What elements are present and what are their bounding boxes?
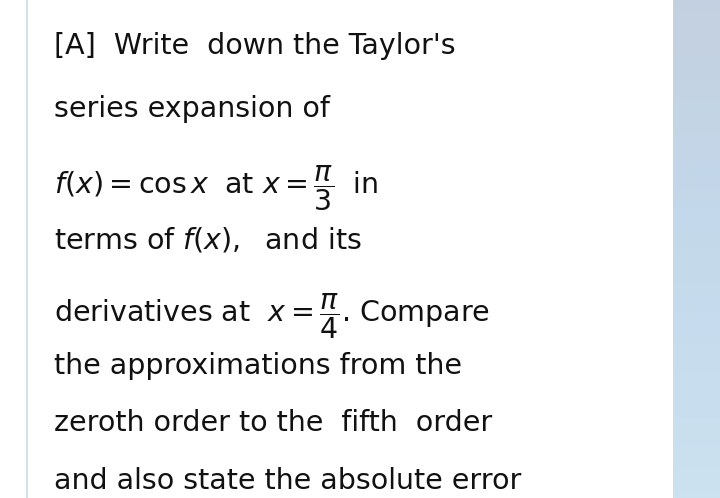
Text: zeroth order to the  fifth  order: zeroth order to the fifth order [54, 409, 492, 437]
Text: derivatives at  $x = \dfrac{\pi}{4}$. Compare: derivatives at $x = \dfrac{\pi}{4}$. Com… [54, 291, 490, 341]
Text: the approximations from the: the approximations from the [54, 352, 462, 380]
Text: and also state the absolute error: and also state the absolute error [54, 467, 521, 495]
Text: [A]  Write  down the Taylor's: [A] Write down the Taylor's [54, 32, 456, 60]
Text: series expansion of: series expansion of [54, 95, 330, 123]
Bar [673, 0, 720, 498]
Text: terms of $f(x),$  and its: terms of $f(x),$ and its [54, 225, 361, 254]
Text: $f(x) = \cos x\;$ at $x = \dfrac{\pi}{3}\;$ in: $f(x) = \cos x\;$ at $x = \dfrac{\pi}{3}… [54, 163, 378, 213]
